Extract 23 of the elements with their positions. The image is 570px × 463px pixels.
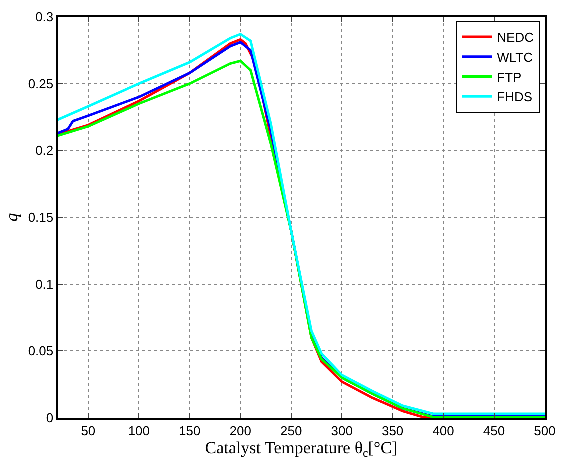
y-axis-title: q [2,212,22,222]
x-tick-label: 400 [432,423,454,438]
x-tick-label: 150 [179,423,201,438]
x-tick-label: 200 [230,423,252,438]
y-tick-label: 0 [46,410,54,426]
legend-label: NEDC [497,30,534,46]
y-tick-label: 0.3 [36,10,54,25]
legend-label: FHDS [497,90,533,105]
y-tick-label: 0.25 [28,76,54,92]
y-tick-label: 0.05 [28,344,54,359]
x-axis-title: Catalyst Temperature θ$_{c}$[°C] [205,438,398,460]
legend-label: WLTC [497,50,534,65]
x-tick-label: 250 [280,423,302,438]
legend-label: FTP [497,70,522,85]
y-tick-label: 0.2 [36,143,54,158]
x-tick-label: 300 [331,423,353,438]
x-tick-label: 50 [81,423,96,438]
x-tick-label: 500 [534,423,556,438]
y-tick-label: 0.1 [36,276,54,292]
x-tick-label: 350 [382,423,404,438]
x-tick-label: 100 [128,423,150,438]
y-tick-label: 0.15 [28,210,54,226]
x-tick-label: 450 [483,423,506,438]
